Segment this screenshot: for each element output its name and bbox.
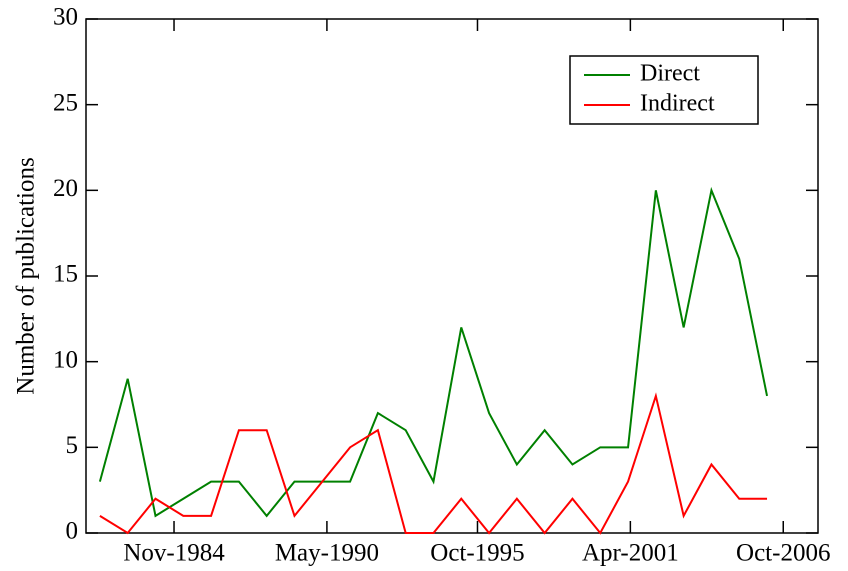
x-tick-label: Apr-2001	[582, 540, 679, 567]
y-tick-label: 25	[53, 89, 78, 116]
legend-label: Indirect	[640, 91, 715, 117]
legend: Direct Indirect	[569, 55, 759, 125]
data-line	[99, 392, 768, 535]
data-line	[98, 186, 769, 518]
legend-label: Direct	[640, 61, 700, 87]
x-tick-label: Nov-1984	[123, 540, 225, 567]
legend-box	[569, 55, 759, 125]
y-tick-label: 0	[66, 518, 79, 545]
y-tick-label: 10	[53, 346, 78, 373]
y-tick-label: 30	[53, 4, 78, 31]
y-tick-label: 5	[66, 432, 79, 459]
x-tick-label: May-1990	[275, 540, 379, 567]
y-tick-label: 15	[53, 261, 78, 288]
y-axis-label: Number of publications	[13, 157, 40, 394]
x-tick-label: Oct-2006	[736, 540, 830, 567]
x-tick-label: Oct-1995	[430, 540, 524, 567]
y-tick-label: 20	[53, 175, 78, 202]
